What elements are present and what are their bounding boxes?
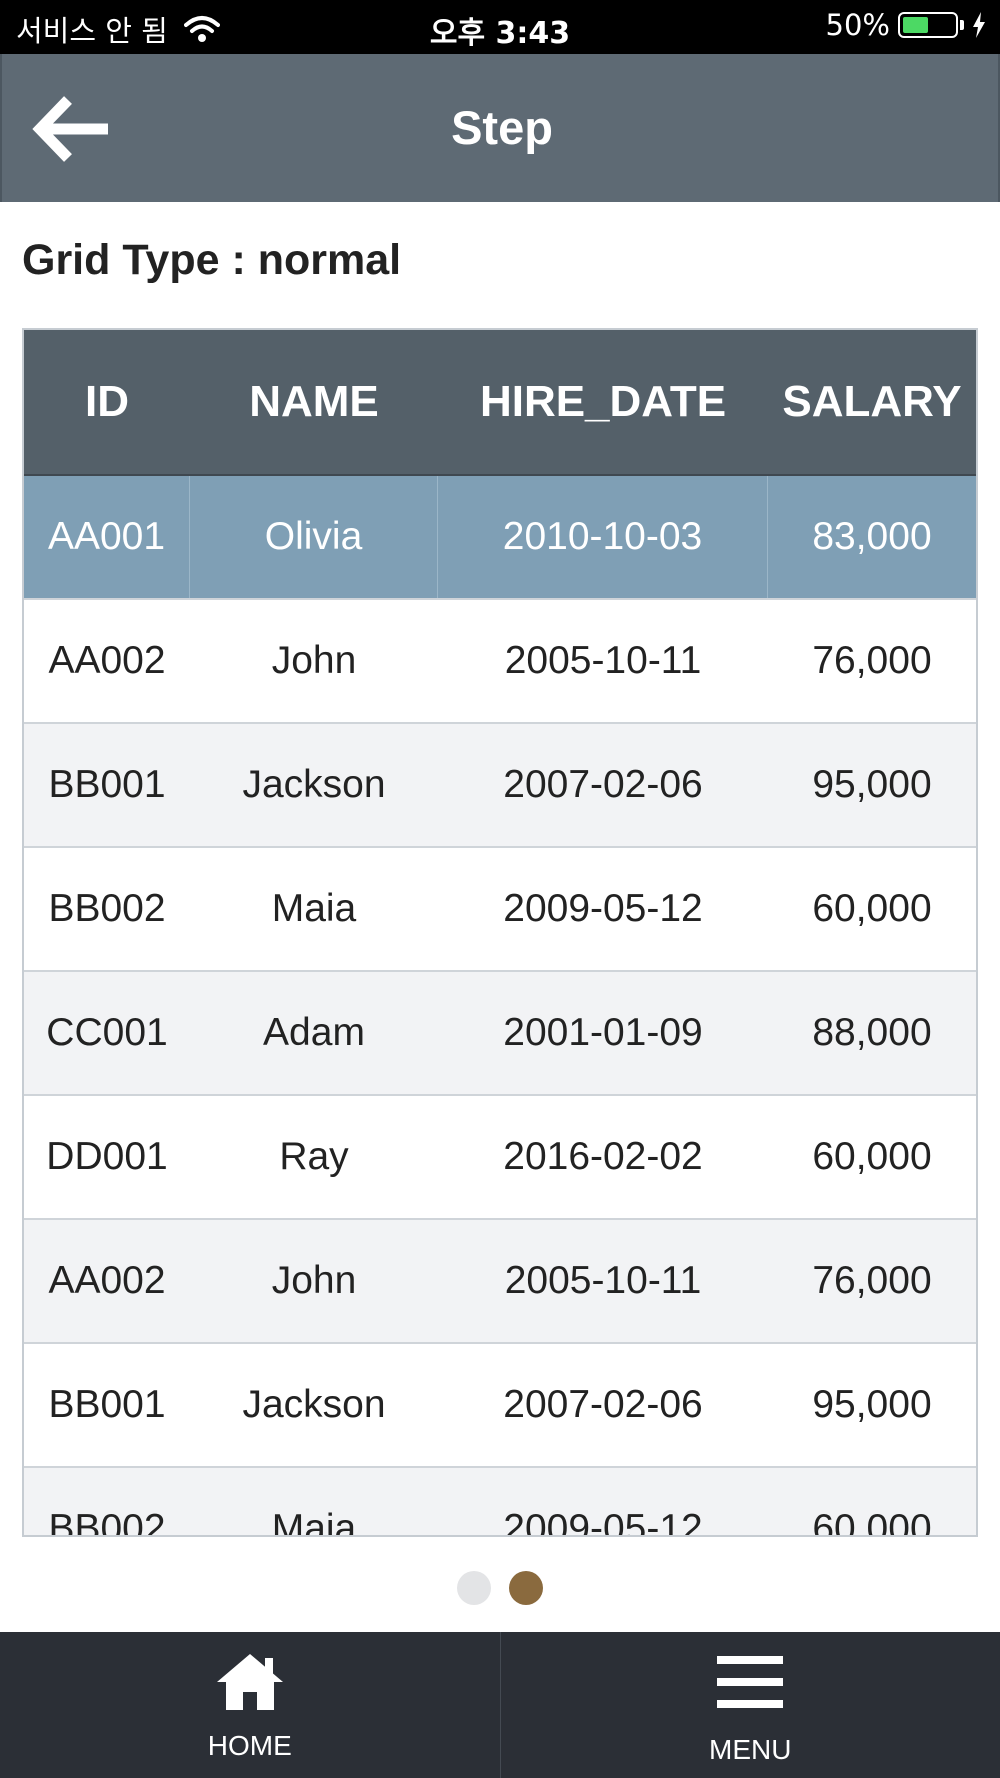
cell-hire-date: 2016-02-02 — [503, 1135, 703, 1178]
cell-id: BB002 — [48, 887, 166, 930]
cell-name: Jackson — [242, 1383, 386, 1426]
status-bar: 서비스 안 됨 오후 3:43 50% — [0, 0, 1000, 54]
column-header-name[interactable]: NAME — [249, 377, 379, 426]
battery-percent: 50% — [825, 8, 890, 42]
grid-header: ID NAME HIRE_DATE SALARY — [24, 330, 976, 476]
cell-name: Olivia — [190, 476, 438, 598]
cell-salary: 60,000 — [812, 1135, 932, 1178]
cell-hire-date: 2001-01-09 — [503, 1011, 703, 1054]
cell-name: John — [271, 639, 357, 682]
cell-id: DD001 — [46, 1135, 168, 1178]
page-indicator — [0, 1571, 1000, 1605]
cell-name: Adam — [263, 1011, 365, 1054]
status-right: 50% — [826, 8, 986, 42]
cell-id: AA001 — [24, 476, 190, 598]
cell-id: BB001 — [48, 763, 166, 806]
battery-tip — [960, 20, 964, 30]
status-time: 오후 3:43 — [429, 16, 571, 51]
table-row[interactable]: BB002 Maia 2009-05-12 60,000 — [24, 1468, 976, 1537]
home-icon — [216, 1654, 283, 1710]
cell-hire-date: 2005-10-11 — [504, 1259, 702, 1302]
cell-name: Jackson — [242, 763, 386, 806]
table-row-selected[interactable]: AA001 Olivia 2010-10-03 83,000 — [24, 476, 976, 600]
cell-id: CC001 — [46, 1011, 168, 1054]
cell-id: BB001 — [48, 1383, 166, 1426]
cell-name: Maia — [271, 887, 357, 930]
column-header-salary[interactable]: SALARY — [782, 377, 962, 426]
table-row[interactable]: BB001 Jackson 2007-02-06 95,000 — [24, 1344, 976, 1468]
grid-type-label: Grid Type : normal — [22, 236, 402, 284]
status-left: 서비스 안 됨 — [16, 8, 220, 50]
cell-id: AA002 — [48, 639, 166, 682]
cell-salary: 60,000 — [812, 887, 932, 930]
hamburger-menu-icon — [717, 1656, 784, 1708]
charging-bolt-icon — [973, 12, 985, 38]
cell-salary: 95,000 — [812, 1383, 932, 1426]
cell-hire-date: 2009-05-12 — [503, 1507, 703, 1537]
back-button[interactable] — [32, 94, 122, 164]
table-row[interactable]: AA002 John 2005-10-11 76,000 — [24, 1220, 976, 1344]
cell-salary: 88,000 — [812, 1011, 932, 1054]
home-button[interactable]: HOME — [0, 1632, 500, 1778]
cell-salary: 76,000 — [812, 1259, 932, 1302]
table-row[interactable]: BB002 Maia 2009-05-12 60,000 — [24, 848, 976, 972]
back-arrow-icon — [32, 96, 108, 162]
menu-label: MENU — [709, 1734, 792, 1765]
wifi-icon — [183, 16, 220, 42]
cell-salary: 83,000 — [812, 515, 932, 558]
table-row[interactable]: AA002 John 2005-10-11 76,000 — [24, 600, 976, 724]
page-dot[interactable] — [457, 1571, 491, 1605]
table-row[interactable]: CC001 Adam 2001-01-09 88,000 — [24, 972, 976, 1096]
battery-icon — [898, 12, 958, 38]
data-grid[interactable]: ID NAME HIRE_DATE SALARY AA001 Olivia 2010… — [22, 328, 978, 1537]
page-dot-active[interactable] — [509, 1571, 543, 1605]
column-header-hire-date[interactable]: HIRE_DATE — [479, 377, 727, 426]
table-row[interactable]: DD001 Ray 2016-02-02 60,000 — [24, 1096, 976, 1220]
bottom-navigation: HOME MENU — [0, 1632, 1000, 1778]
carrier-text: 서비스 안 됨 — [16, 14, 168, 48]
cell-salary: 76,000 — [812, 639, 932, 682]
app-header: Step — [0, 54, 1000, 202]
home-label: HOME — [207, 1730, 292, 1761]
cell-salary: 95,000 — [812, 763, 932, 806]
grid-body: AA001 Olivia 2010-10-03 83,000 AA002 John 2005… — [24, 476, 976, 1537]
cell-hire-date: 2010-10-03 — [438, 476, 768, 598]
cell-hire-date: 2007-02-06 — [503, 763, 703, 806]
cell-salary: 60,000 — [812, 1507, 932, 1537]
cell-hire-date: 2009-05-12 — [503, 887, 703, 930]
battery-fill — [903, 17, 928, 33]
cell-hire-date: 2007-02-06 — [503, 1383, 703, 1426]
cell-name: Ray — [279, 1135, 349, 1178]
cell-name: John — [271, 1259, 357, 1302]
column-header-id[interactable]: ID — [85, 377, 129, 426]
cell-name: Maia — [271, 1507, 357, 1537]
menu-button[interactable]: MENU — [499, 1632, 1000, 1778]
table-row[interactable]: BB001 Jackson 2007-02-06 95,000 — [24, 724, 976, 848]
cell-hire-date: 2005-10-11 — [504, 639, 702, 682]
cell-id: AA002 — [48, 1259, 166, 1302]
page-title: Step — [451, 101, 553, 154]
cell-id: BB002 — [48, 1507, 166, 1537]
